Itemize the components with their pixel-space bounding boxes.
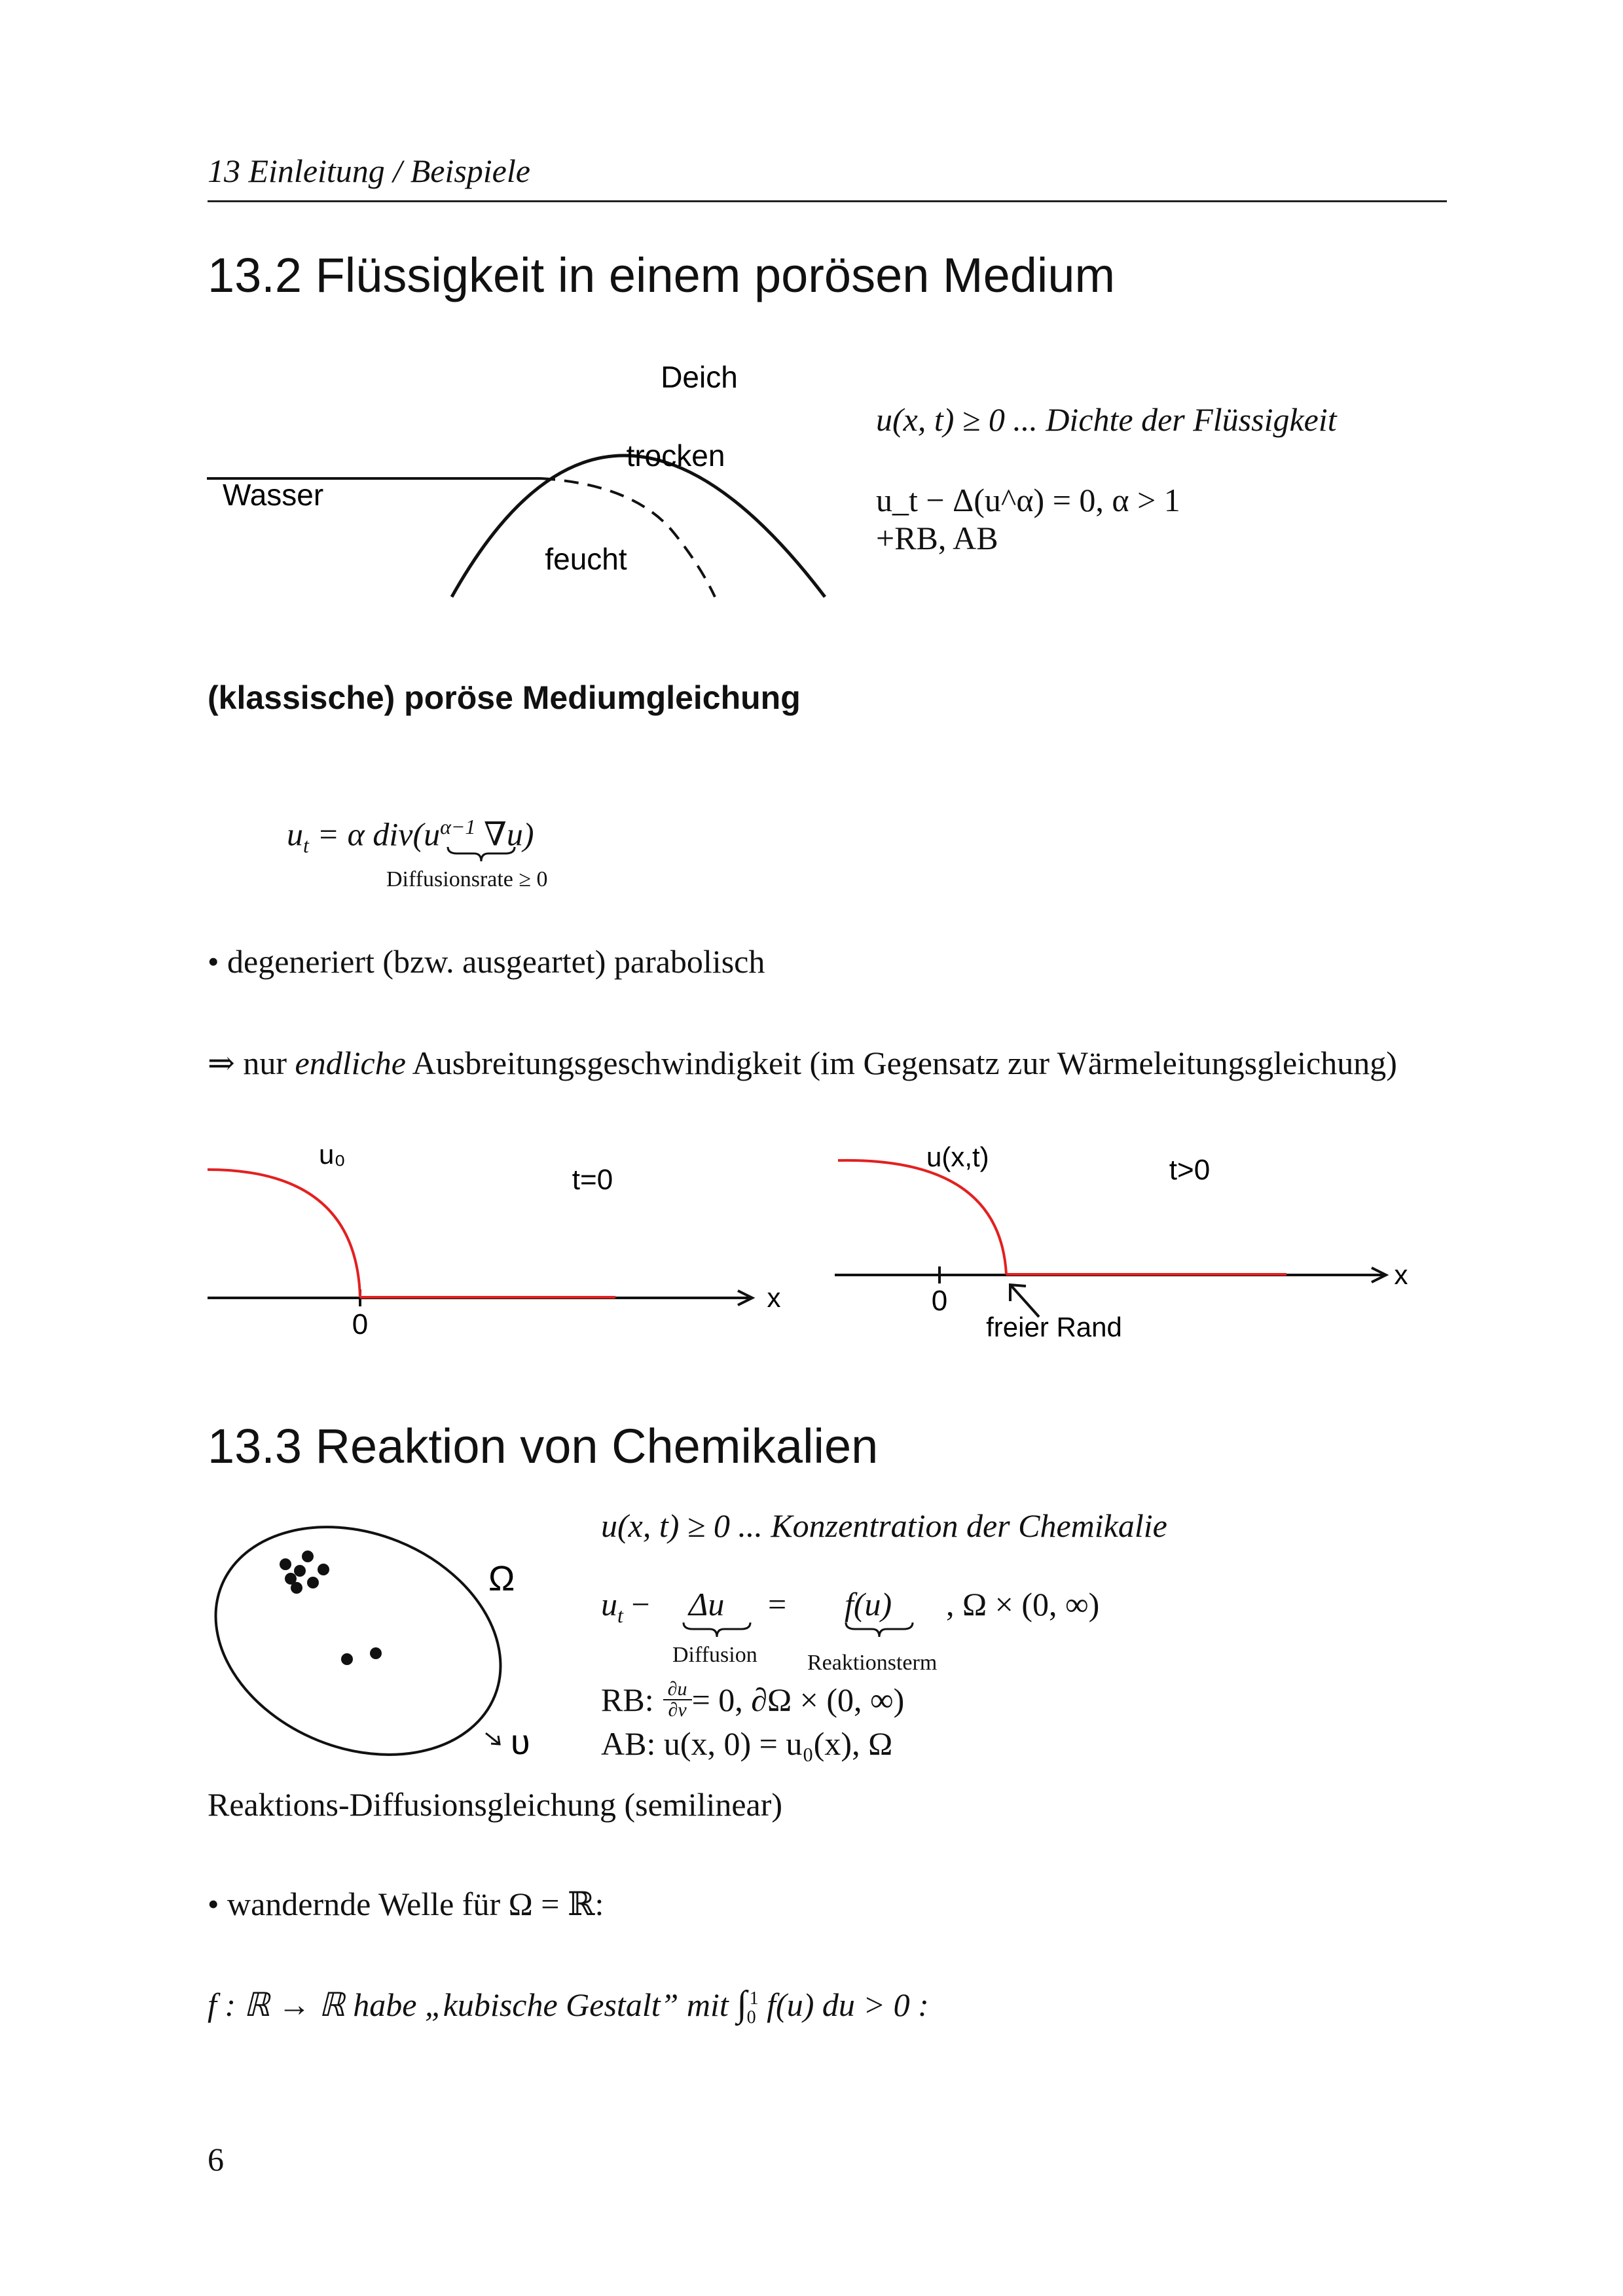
diffusionsrate-label: Diffusionsrate ≥ 0 — [386, 867, 548, 891]
plot-initial: u₀ t=0 x 0 — [208, 1139, 781, 1340]
rd-equals: = — [768, 1586, 787, 1623]
underbrace-diffusion-term — [682, 1622, 752, 1638]
domain-omega — [214, 1526, 502, 1756]
label-trocken: trocken — [627, 439, 725, 473]
label-freier-rand: freier Rand — [986, 1312, 1122, 1342]
label-wasser: Wasser — [223, 478, 323, 512]
label-x-left: x — [767, 1282, 781, 1313]
rb-fraction: ∂u ∂ν — [663, 1679, 692, 1720]
plot-later: u(x,t) t>0 x 0 freier Rand — [835, 1141, 1408, 1342]
ab-line: AB: u(x, 0) = u₀(x), Ω — [601, 1725, 893, 1762]
rd-diffusion-term: Δu — [689, 1586, 725, 1623]
underbrace-reaction-term — [845, 1622, 914, 1638]
rb-line: RB: ∂u ∂ν = 0, ∂Ω × (0, ∞) — [601, 1678, 905, 1721]
label-zero-right: 0 — [932, 1285, 947, 1317]
rd-equation: ut − — [601, 1586, 650, 1627]
subheading-pme: (klassische) poröse Mediumgleichung — [208, 679, 801, 716]
x-axis-arrow — [737, 1289, 756, 1306]
free-boundary-arrowhead — [1009, 1283, 1027, 1301]
label-t0: t=0 — [572, 1164, 613, 1196]
label-deich: Deich — [661, 360, 738, 394]
label-tpos: t>0 — [1169, 1154, 1210, 1186]
bullet-wandernde-welle: • wandernde Welle für Ω = ℝ: — [208, 1886, 604, 1922]
particle — [318, 1564, 329, 1575]
density-definition: u(x, t) ≥ 0 ... Dichte der Flüssigkeit — [876, 401, 1337, 438]
pme-equation-short: u_t − Δ(u^α) = 0, α > 1 — [876, 482, 1180, 518]
particle — [291, 1582, 302, 1594]
rd-name: Reaktions-Diffusionsgleichung (semilinea… — [208, 1786, 783, 1823]
section-title-13-2: 13.2 Flüssigkeit in einem porösen Medium — [208, 248, 1116, 302]
solution-profile-curve — [837, 1158, 1008, 1275]
header-rule — [208, 200, 1447, 202]
particle — [280, 1558, 291, 1570]
label-feucht: feucht — [545, 542, 627, 576]
dike-diagram: Deich trocken Wasser feucht — [207, 360, 826, 598]
concentration-definition: u(x, t) ≥ 0 ... Konzentration der Chemik… — [601, 1507, 1167, 1544]
particle — [285, 1573, 297, 1585]
pme-formula: ut = α div(uα−1 ∇u) — [287, 815, 534, 857]
page-number: 6 — [208, 2141, 224, 2178]
section-title-13-3: 13.3 Reaktion von Chemikalien — [208, 1419, 879, 1473]
normal-arrow — [485, 1732, 500, 1745]
label-zero-left: 0 — [352, 1308, 368, 1340]
boundary-conditions: +RB, AB — [876, 520, 998, 556]
particle — [294, 1565, 306, 1577]
label-reaktionsterm: Reaktionsterm — [807, 1651, 938, 1675]
label-omega: Ω — [488, 1559, 515, 1598]
label-diffusion: Diffusion — [672, 1643, 757, 1667]
label-x-right: x — [1395, 1259, 1408, 1290]
label-uxt: u(x,t) — [926, 1141, 989, 1172]
free-boundary-arrow — [1010, 1285, 1040, 1318]
particle — [341, 1653, 353, 1665]
pme-u: u — [287, 816, 303, 853]
underbrace-diffusion — [447, 846, 516, 862]
implies-line: ⇒ nur endliche Ausbreitungsgeschwindigke… — [208, 1045, 1397, 1081]
normal-arrowhead — [490, 1735, 501, 1746]
running-head: 13 Einleitung / Beispiele — [208, 152, 530, 189]
label-nu: υ — [511, 1723, 530, 1762]
dike-curve — [450, 454, 826, 598]
rd-domain: , Ω × (0, ∞) — [946, 1586, 1100, 1623]
bullet-degeneriert: • degeneriert (bzw. ausgeartet) paraboli… — [208, 943, 765, 980]
particle — [302, 1551, 314, 1562]
x-axis-arrow — [1371, 1266, 1389, 1283]
moisture-boundary — [540, 477, 716, 598]
initial-profile-curve — [208, 1168, 361, 1298]
particle — [307, 1577, 319, 1588]
cubic-line: f : ℝ → ℝ habe „kubische Gestalt” mit ∫0… — [208, 1984, 929, 2028]
label-u0: u₀ — [319, 1139, 346, 1170]
rd-reaction-term: f(u) — [845, 1586, 892, 1623]
domain-diagram: Ω υ — [214, 1526, 530, 1762]
particle — [370, 1647, 382, 1659]
